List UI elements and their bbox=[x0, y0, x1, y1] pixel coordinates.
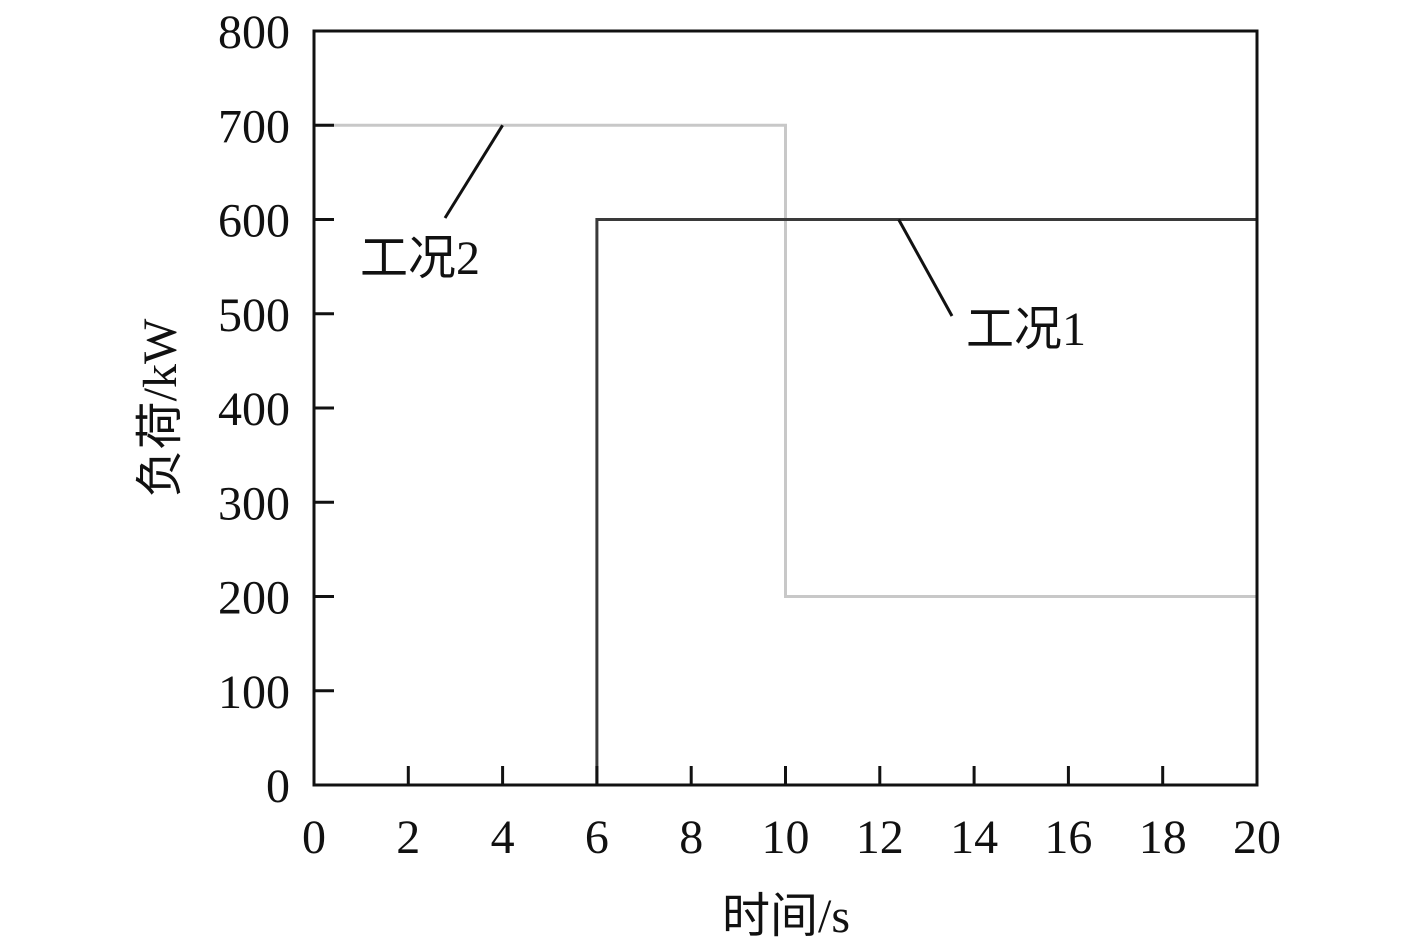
annotation-label: 工况1 bbox=[966, 303, 1086, 356]
y-tick-label: 100 bbox=[218, 666, 290, 719]
y-tick-label: 300 bbox=[218, 477, 290, 530]
series-line-2 bbox=[314, 123, 1257, 598]
tick-layer: 0 2 4 6 8 10 12 14 16 18 2001002003004005006007008… bbox=[218, 6, 1281, 864]
annotation-leader bbox=[443, 124, 504, 219]
y-tick-label: 0 bbox=[266, 760, 290, 813]
annotation-label: 工况2 bbox=[360, 232, 480, 285]
x-tick-label: 6 bbox=[585, 811, 609, 864]
y-tick-label: 400 bbox=[218, 383, 290, 436]
x-tick-label: 0 bbox=[302, 811, 326, 864]
x-tick-label: 14 bbox=[950, 811, 998, 864]
x-tick-label: 20 bbox=[1233, 811, 1281, 864]
x-axis-label: 时间/s bbox=[722, 890, 850, 943]
x-tick-label: 16 bbox=[1044, 811, 1092, 864]
x-tick-label: 8 bbox=[679, 811, 703, 864]
annotation-leader bbox=[897, 218, 954, 317]
y-axis-label: 负荷/kW bbox=[134, 318, 187, 497]
y-tick-label: 200 bbox=[218, 572, 290, 625]
x-tick-label: 12 bbox=[856, 811, 904, 864]
y-tick-label: 600 bbox=[218, 195, 290, 248]
y-tick-label: 700 bbox=[218, 100, 290, 153]
x-tick-label: 10 bbox=[762, 811, 810, 864]
series-layer bbox=[314, 123, 1257, 787]
y-tick-label: 500 bbox=[218, 289, 290, 342]
x-tick-label: 18 bbox=[1139, 811, 1187, 864]
x-tick-label: 2 bbox=[396, 811, 420, 864]
y-tick-label: 800 bbox=[218, 6, 290, 59]
x-tick-label: 4 bbox=[491, 811, 515, 864]
annotation-layer: 工况2 工况1 bbox=[360, 124, 1086, 356]
